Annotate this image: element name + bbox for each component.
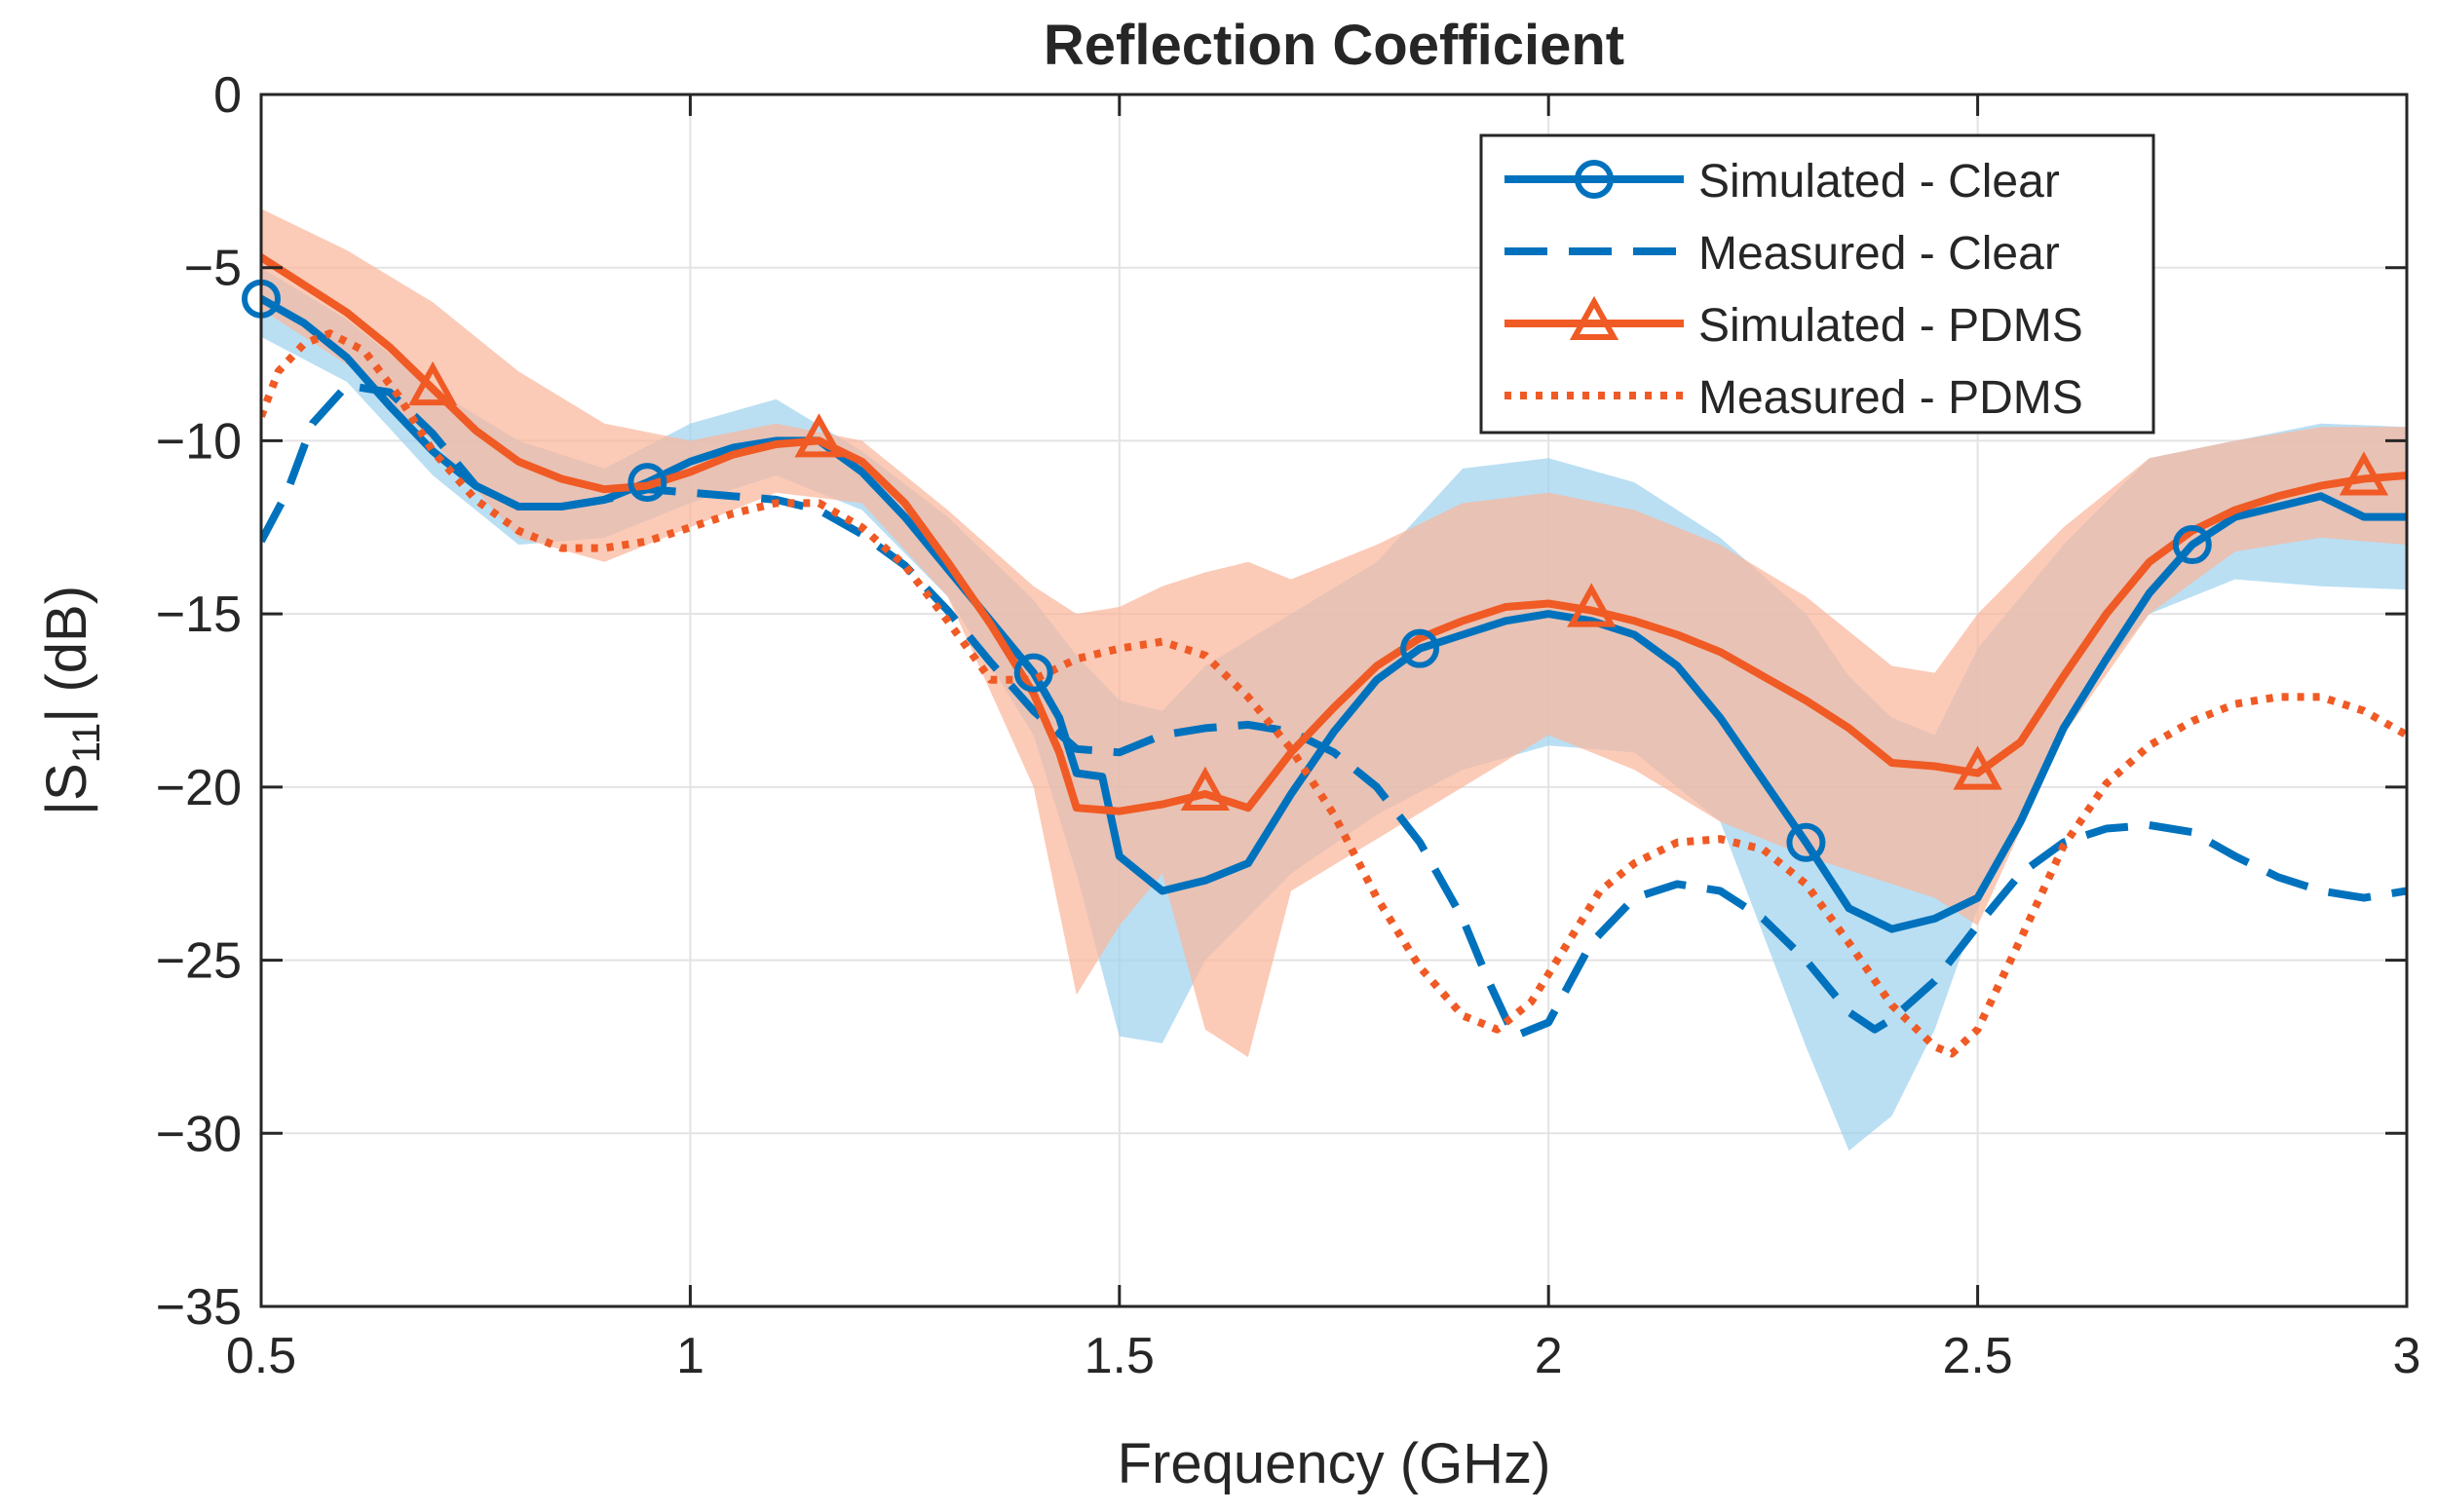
- legend-label-simulated-clear: Simulated - Clear: [1698, 156, 2060, 208]
- band-pdms-uncertainty: [261, 208, 2407, 1058]
- series-line-measured-pdms: [261, 329, 2407, 1058]
- marker-simulated-pdms: [408, 360, 458, 406]
- marker-simulated-clear: [628, 463, 667, 503]
- legend-marker-simulated-pdms: [1569, 295, 1619, 340]
- y-tick-label: 0: [213, 67, 242, 124]
- y-tick-label: −10: [156, 413, 242, 470]
- series-line-measured-clear: [261, 381, 2407, 1040]
- y-axis-label-subscript: 11: [65, 723, 108, 764]
- marker-simulated-pdms: [794, 413, 844, 458]
- marker-simulated-clear: [2172, 525, 2212, 565]
- marker-simulated-clear: [1400, 628, 1440, 668]
- marker-simulated-clear: [1786, 822, 1826, 862]
- legend: Simulated - Clear Measured - Clear Simul…: [1479, 133, 2155, 435]
- legend-label-simulated-pdms: Simulated - PDMS: [1698, 300, 2083, 352]
- y-tick-label: −20: [156, 760, 242, 816]
- legend-samples: [1504, 160, 1684, 399]
- legend-marker-simulated-clear: [1575, 160, 1614, 199]
- marker-simulated-pdms: [2339, 451, 2389, 496]
- chart-title: Reflection Coefficient: [1044, 14, 1624, 77]
- legend-label-measured-clear: Measured - Clear: [1698, 228, 2060, 280]
- marker-simulated-pdms: [1953, 745, 2002, 790]
- marker-simulated-clear: [1013, 653, 1053, 693]
- marker-simulated-pdms: [1180, 766, 1230, 811]
- legend-label-measured-pdms: Measured - PDMS: [1698, 372, 2083, 424]
- y-tick-label: −15: [156, 586, 242, 643]
- x-axis-label: Frequency (GHz): [1118, 1432, 1551, 1495]
- x-tick-label: 2: [1535, 1328, 1563, 1384]
- x-tick-label: 1.5: [1085, 1328, 1155, 1384]
- y-tick-label: −30: [156, 1106, 242, 1162]
- x-tick-label: 3: [2393, 1328, 2421, 1384]
- y-axis-label: |S11| (dB): [35, 586, 108, 815]
- series-markers: [242, 279, 2389, 862]
- legend-box: [1479, 133, 2155, 435]
- axes-box: [259, 93, 2409, 1308]
- y-tick-label: −35: [156, 1279, 242, 1336]
- y-axis-label-prefix: |S: [35, 763, 98, 815]
- x-tick-label: 1: [676, 1328, 704, 1384]
- x-tick-label: 2.5: [1942, 1328, 2012, 1384]
- axis-ticks: 0.5 1 1.5 2 2.5 3 0 −5 −10 −15 −20 −25 −30 −35: [156, 67, 2421, 1384]
- x-tick-label: 0.5: [226, 1328, 296, 1384]
- y-tick-label: −25: [156, 933, 242, 990]
- y-axis-label-suffix: | (dB): [35, 586, 98, 723]
- series-line-simulated-pdms: [261, 253, 2407, 815]
- y-tick-label: −5: [184, 241, 242, 297]
- marker-simulated-pdms: [1567, 583, 1617, 627]
